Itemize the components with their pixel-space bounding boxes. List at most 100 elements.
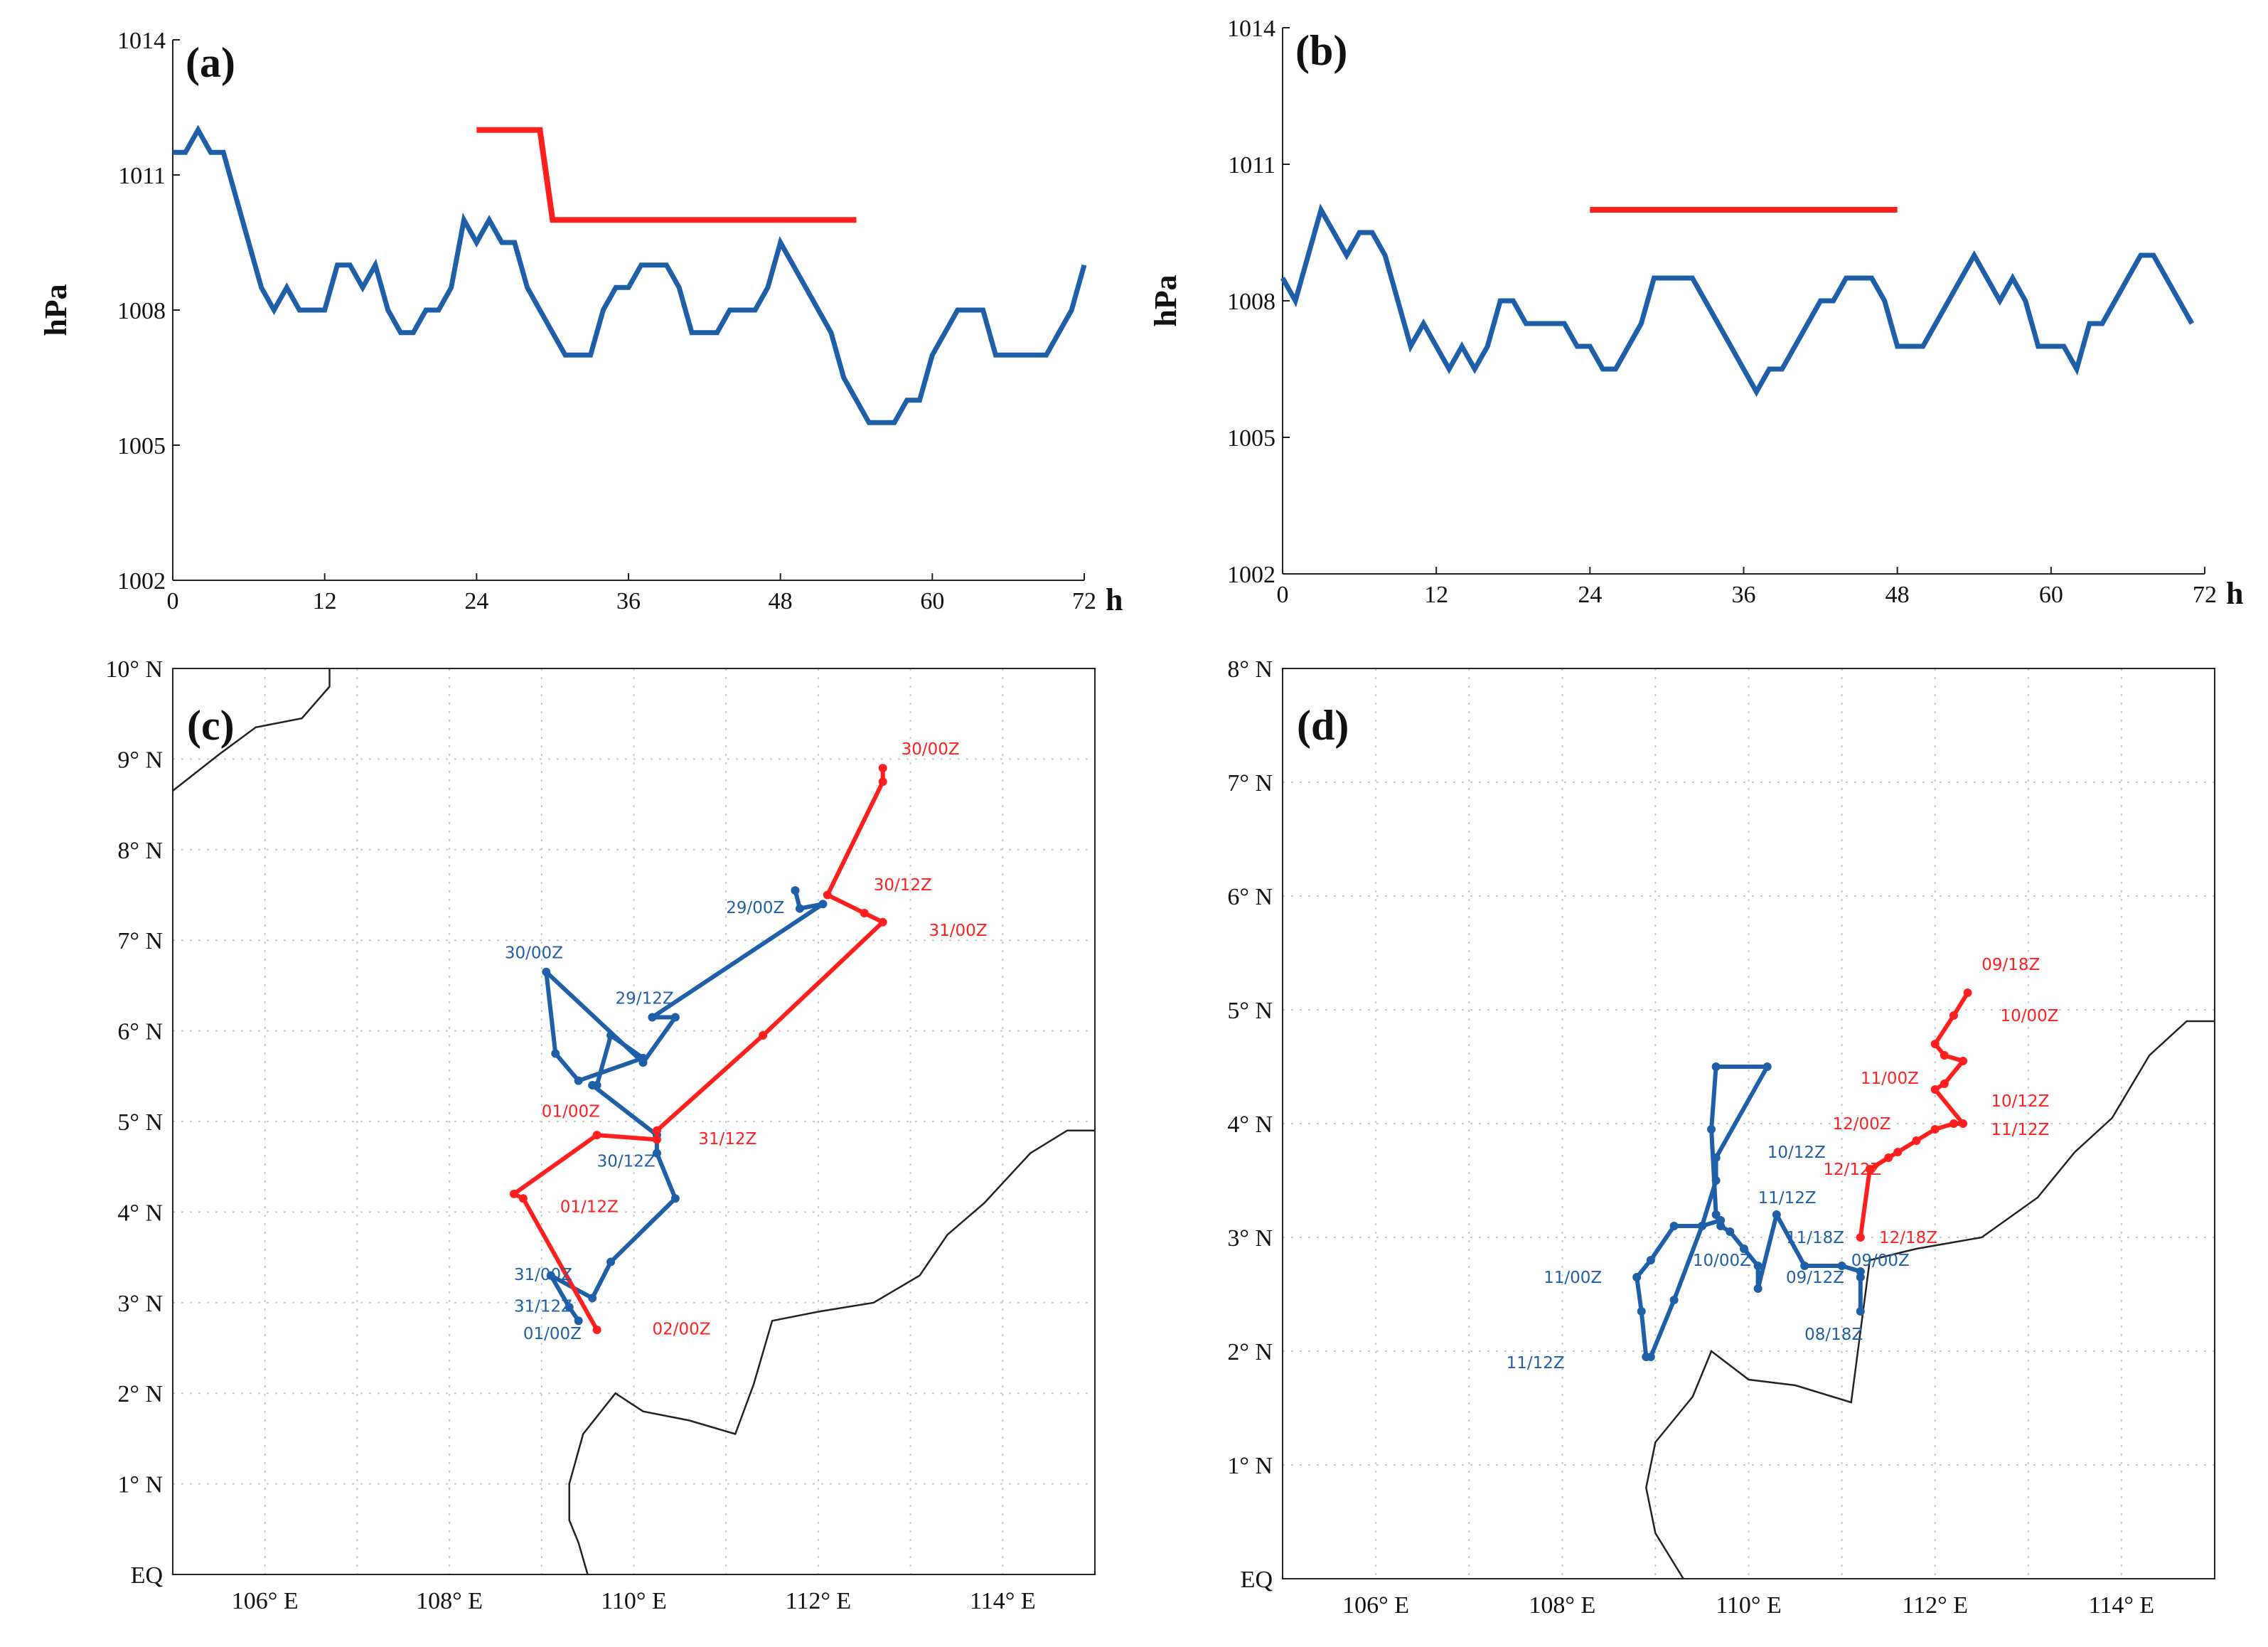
red-track-point [1959,1119,1968,1128]
track-time-label: 01/00Z [523,1325,582,1343]
blue-track-point [1856,1267,1865,1276]
red-track-point [1940,1080,1949,1088]
blue-track-point [565,1303,574,1312]
map-frame [1282,668,2215,1579]
panel-a-pressure-chart: 1002 1005 1008 1011 1014 0 12 24 36 48 60 72 h hPa (a) [38,28,1123,617]
track-time-label: 30/00Z [505,944,563,963]
lat-tick-label: 9° N [117,747,163,773]
x-tick-label: 36 [1732,582,1756,608]
track-time-label: 09/18Z [1981,956,2040,974]
y-axis-label: hPa [1148,274,1183,326]
lat-tick-label: 5° N [117,1109,163,1136]
panel-label: (c) [187,702,235,749]
x-tick-label: 12 [313,588,337,614]
blue-track-point [1800,1262,1809,1270]
blue-track-point [670,1194,680,1203]
lon-tick-label: 112° E [786,1588,852,1614]
track-time-label: 12/12Z [1823,1161,1881,1179]
x-tick-label: 24 [464,588,488,614]
red-track-point [652,1135,661,1144]
red-track-point [1865,1165,1874,1173]
track-time-label: 12/00Z [1832,1115,1890,1134]
lat-tick-label: 7° N [1227,770,1273,796]
blue-track-point [1772,1210,1781,1219]
blue-track-point [791,886,800,895]
y-tick-label: 1011 [1228,152,1275,178]
track-time-label: 08/18Z [1804,1326,1863,1344]
lon-tick-label: 110° E [1716,1592,1782,1619]
blue-track-point [1646,1256,1655,1264]
red-track-point [652,1126,661,1135]
x-tick-label: 72 [1072,588,1096,614]
track-time-label: 12/18Z [1879,1229,1937,1247]
red-track-point [1930,1125,1940,1134]
red-track-point [860,908,869,917]
track-time-label: 30/00Z [902,740,960,759]
red-track-point [1940,1051,1949,1060]
blue-track-point [1711,1153,1721,1162]
lon-tick-label: 114° E [2089,1592,2155,1619]
lon-tick-label: 108° E [416,1588,483,1614]
track-time-label: 01/00Z [542,1103,600,1121]
track-time-label: 31/00Z [929,922,988,940]
red-track-point [878,764,887,773]
blue-track-point [574,1076,583,1085]
x-tick-label: 24 [1578,582,1602,608]
lat-tick-label: 2° N [1227,1339,1273,1365]
lon-tick-label: 106° E [1342,1592,1409,1619]
track-time-label: 31/12Z [698,1130,756,1148]
blue-track-point [606,1257,616,1267]
y-tick-label: 1005 [1227,425,1275,452]
x-tick-label: 72 [2193,582,2217,608]
track-time-label: 11/12Z [1507,1354,1565,1372]
x-tick-label: 60 [920,588,944,614]
blue-track-point [546,1271,555,1280]
lat-tick-label: 3° N [1227,1225,1273,1252]
y-tick-label: 1008 [1227,289,1275,315]
lon-tick-label: 108° E [1529,1592,1595,1619]
track-time-label: 31/12Z [514,1298,572,1316]
lat-tick-label: 6° N [1227,884,1273,910]
blue-track-point [1753,1284,1762,1293]
y-tick-label: 1014 [117,28,166,54]
blue-track-point [1669,1222,1679,1230]
blue-track-point [588,1081,597,1090]
lat-tick-label: 6° N [117,1019,163,1045]
blue-track-point [1711,1210,1721,1219]
blue-track-point [588,1294,597,1303]
lat-tick-label: 4° N [117,1200,163,1226]
x-tick-label: 12 [1424,582,1448,608]
blue-track-point [1716,1216,1726,1225]
red-track-point [592,1326,601,1335]
red-track-point [518,1194,528,1203]
panel-label: (d) [1297,702,1349,749]
x-tick-label: 48 [769,588,793,614]
red-track-point [1884,1153,1893,1162]
red-track-point [1959,1057,1968,1065]
lat-tick-label: 1° N [1227,1453,1273,1479]
x-axis-label: h [2226,576,2243,611]
lat-tick-label: 5° N [1227,998,1273,1024]
lat-tick-label: 7° N [117,928,163,954]
track-time-label: 11/18Z [1786,1229,1844,1247]
red-track-point [878,917,887,927]
red-track-point [1912,1136,1921,1145]
track-time-label: 09/00Z [1851,1252,1910,1270]
panel-b-pressure-chart: 1002 1005 1008 1011 1014 0 12 24 36 48 60 72 h hPa (b) [1148,16,2243,611]
blue-track-point [795,904,804,913]
panel-label: (b) [1295,27,1347,74]
blue-track-point [1726,1227,1735,1236]
track-time-label: 10/12Z [1991,1092,2049,1111]
y-axis-label: hPa [38,284,73,336]
blue-track-point [542,967,551,976]
track-time-label: 09/12Z [1786,1269,1844,1287]
red-track-point [1930,1085,1940,1094]
blue-track-point [648,1013,657,1022]
blue-track-point [1632,1273,1642,1281]
blue-track-point [1707,1125,1716,1134]
track-time-label: 11/00Z [1861,1070,1919,1088]
blue-pressure-series [1280,203,2195,398]
track-time-label: 31/00Z [514,1266,572,1284]
red-track-point [1856,1233,1865,1242]
lat-tick-label: 4° N [1227,1112,1273,1138]
